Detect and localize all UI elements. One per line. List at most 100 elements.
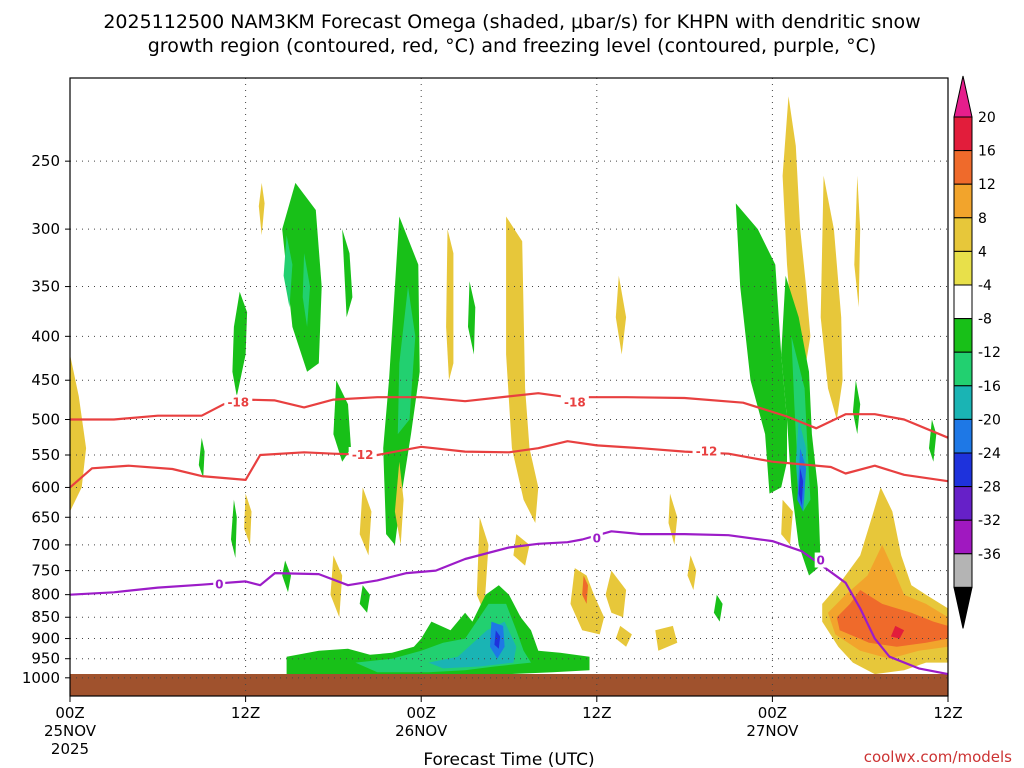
contour-label-1-1: -12	[696, 445, 718, 459]
contour-lines: -18 -18 -12 -12 0 0 0	[69, 392, 949, 676]
colorbar-cell-12	[953, 519, 973, 555]
colorbar-cell-7	[953, 351, 973, 387]
y-tick-label-300: 300	[31, 220, 60, 238]
colorbar-label-9: -20	[978, 412, 1001, 428]
omega-region-1	[258, 182, 265, 236]
contour-label-bg	[692, 443, 721, 459]
omega-region-19	[468, 281, 476, 355]
omega-region-27	[655, 625, 678, 651]
omega-region-3	[198, 437, 205, 478]
contour-line-1	[69, 440, 949, 489]
contour-label-bg	[224, 394, 253, 410]
y-tick-label-500: 500	[31, 410, 60, 428]
x-tick-date-48: 27NOV	[746, 722, 799, 740]
omega-region-48	[890, 625, 905, 639]
y-tick-label-800: 800	[31, 586, 60, 604]
colorbar-cell-2	[953, 183, 973, 219]
omega-region-25	[605, 570, 627, 618]
colorbar-label-10: -24	[978, 446, 1001, 462]
chart-title-line2: growth region (contoured, red, °C) and f…	[148, 35, 877, 57]
omega-region-26	[615, 625, 632, 647]
colorbar-cell-5	[953, 284, 973, 320]
colorbar-label-3: 8	[978, 211, 987, 227]
y-tick-label-450: 450	[31, 371, 60, 389]
omega-region-10	[282, 560, 291, 593]
omega-region-40	[798, 468, 804, 506]
x-tick-date-0: 25NOV	[44, 722, 97, 740]
omega-region-43	[852, 380, 861, 435]
colorbar-cell-3	[953, 217, 973, 252]
omega-region-34	[781, 499, 793, 545]
colorbar-label-11: -28	[978, 480, 1001, 496]
x-tick-label-12: 12Z	[231, 704, 260, 722]
omega-region-11	[333, 380, 351, 462]
colorbar-label-0: 20	[978, 110, 996, 126]
contour-label-2-2: 0	[817, 554, 825, 568]
colorbar-label-6: -8	[978, 312, 992, 328]
contour-label-bg	[348, 447, 377, 463]
contour-line-2	[69, 530, 949, 676]
omega-region-17	[394, 461, 404, 545]
colorbar-top-arrow	[953, 75, 973, 118]
credit-text: coolwx.com/models	[864, 748, 1012, 766]
omega-region-33	[782, 96, 811, 372]
plot-frame	[69, 77, 949, 697]
omega-region-4	[231, 499, 237, 558]
colorbar-cell-1	[953, 150, 973, 185]
colorbar-label-13: -36	[978, 547, 1001, 563]
omega-region-2	[232, 291, 248, 397]
y-tick-label-700: 700	[31, 536, 60, 554]
omega-region-6	[282, 182, 322, 372]
y-tick-label-750: 750	[31, 562, 60, 580]
y-tick-label-900: 900	[31, 630, 60, 648]
omega-region-30	[687, 555, 697, 590]
y-tick-label-1000: 1000	[22, 669, 60, 687]
omega-region-31	[713, 594, 723, 622]
omega-region-5	[244, 493, 252, 545]
colorbar-label-4: 4	[978, 244, 987, 260]
omega-region-22	[513, 534, 530, 566]
contour-label-2-1: 0	[593, 531, 601, 545]
colorbar-label-8: -16	[978, 379, 1001, 395]
contour-label-bg	[590, 530, 603, 546]
colorbar-label-12: -32	[978, 513, 1001, 529]
y-tick-label-400: 400	[31, 327, 60, 345]
y-tick-label-250: 250	[31, 152, 60, 170]
omega-region-18	[446, 229, 454, 381]
contour-label-bg	[814, 552, 827, 568]
x-tick-date-24: 26NOV	[395, 722, 448, 740]
chart-title-line1: 2025112500 NAM3KM Forecast Omega (shaded…	[103, 11, 920, 33]
colorbar-cell-11	[953, 486, 973, 521]
omega-region-8	[302, 253, 310, 327]
y-axis-ticks: 250 300 350 400 450 500 550 600 650 700 750 800 850 9…	[22, 152, 70, 687]
ground-terrain	[70, 674, 948, 696]
colorbar-cell-0	[953, 116, 973, 152]
contour-line-0	[70, 392, 949, 439]
omega-region-41	[820, 175, 843, 420]
colorbar-bottom-arrow	[953, 586, 973, 629]
x-tick-label-0: 00Z	[55, 704, 84, 722]
x-tick-label-60: 12Z	[933, 704, 962, 722]
omega-region-7	[283, 235, 293, 308]
colorbar-cell-13	[953, 553, 973, 588]
omega-region-13	[359, 487, 372, 556]
x-tick-label-36: 12Z	[582, 704, 611, 722]
omega-region-29	[668, 493, 678, 545]
omega-shading	[70, 96, 948, 680]
omega-region-12	[330, 555, 343, 618]
colorbar-cell-8	[953, 385, 973, 420]
contour-label-1-0: -12	[352, 448, 374, 462]
omega-region-14	[359, 585, 370, 613]
y-tick-label-650: 650	[31, 508, 60, 526]
colorbar-cell-10	[953, 452, 973, 488]
omega-region-24	[582, 575, 588, 604]
omega-region-20	[476, 517, 489, 613]
colorbar: 20 16 12 8 4 -4 -8 -12 -16 -20 -24 -28 -32 -36	[953, 75, 1001, 629]
x-tick-label-24: 00Z	[407, 704, 436, 722]
contour-label-0-1: -18	[564, 396, 586, 410]
colorbar-label-2: 12	[978, 177, 996, 193]
colorbar-cell-9	[953, 418, 973, 454]
omega-region-32	[735, 203, 787, 494]
